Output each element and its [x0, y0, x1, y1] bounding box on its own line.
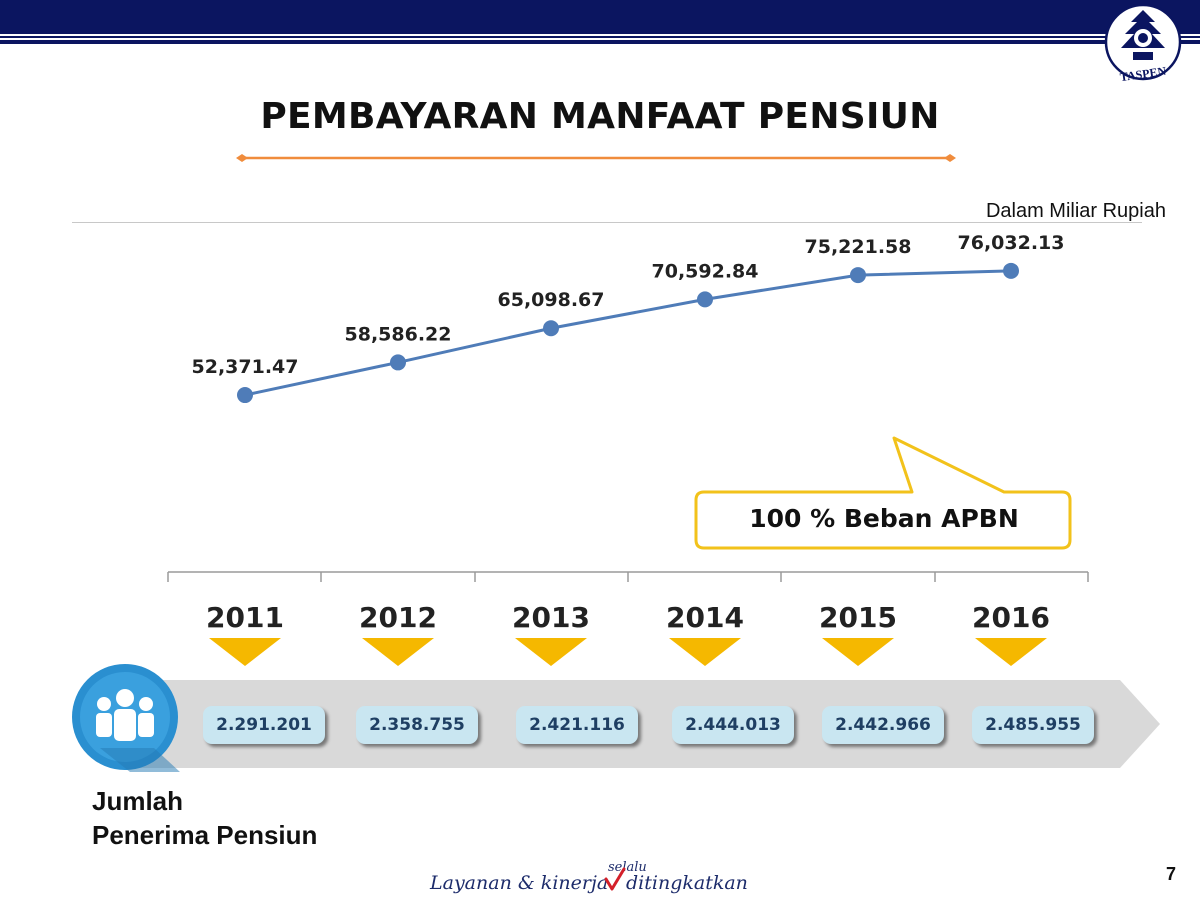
svg-text:selalu: selalu	[608, 860, 647, 875]
page-number: 7	[1165, 864, 1176, 884]
data-label: 52,371.47	[192, 356, 299, 378]
callout-bubble	[694, 436, 1072, 550]
recipients-label-line2: Penerima Pensiun	[92, 820, 318, 850]
data-label: 58,586.22	[345, 323, 452, 345]
page-title: PEMBAYARAN MANFAAT PENSIUN	[260, 96, 940, 137]
data-point	[237, 387, 253, 404]
recipient-count-box: 2.485.955	[972, 706, 1094, 744]
recipients-label: Jumlah Penerima Pensiun	[92, 784, 317, 852]
triangle-down-icon	[822, 638, 894, 666]
triangle-down-icon	[362, 638, 434, 666]
data-label: 75,221.58	[805, 236, 912, 258]
data-point	[1003, 262, 1019, 279]
svg-text:Layanan & kinerja: Layanan & kinerja	[429, 872, 608, 894]
recipient-count-box: 2.421.116	[516, 706, 638, 744]
recipient-count-box: 2.442.966	[822, 706, 944, 744]
year-item: 2016	[956, 600, 1066, 666]
triangle-down-icon	[515, 638, 587, 666]
year-label: 2016	[972, 601, 1050, 634]
data-point	[390, 354, 406, 371]
title-underline	[236, 154, 956, 162]
data-point	[850, 267, 866, 284]
year-item: 2015	[803, 600, 913, 666]
timeline-axis	[167, 571, 1089, 582]
header-band	[0, 0, 1200, 44]
year-item: 2014	[650, 600, 760, 666]
triangle-down-icon	[209, 638, 281, 666]
payment-line-chart: 52,371.47 58,586.22 65,098.67 70,592.84 75,2…	[192, 232, 1065, 404]
year-label: 2014	[666, 601, 744, 634]
divider	[72, 222, 1142, 223]
people-group-icon	[72, 664, 180, 772]
year-item: 2013	[496, 600, 606, 666]
callout-text: 100 % Beban APBN	[749, 504, 1019, 533]
logo-text: TASPEN	[1119, 64, 1167, 84]
triangle-down-icon	[975, 638, 1047, 666]
recipient-count-row: 2.291.201 2.358.755 2.421.116 2.444.013 2.44…	[0, 706, 1200, 750]
year-label: 2013	[512, 601, 590, 634]
data-label: 70,592.84	[652, 260, 759, 282]
unit-note: Dalam Miliar Rupiah	[985, 200, 1166, 222]
data-point	[543, 320, 559, 337]
data-point	[697, 291, 713, 308]
data-label: 65,098.67	[498, 289, 605, 311]
year-label: 2011	[206, 601, 284, 634]
recipients-label-line1: Jumlah	[92, 786, 184, 816]
year-row: 2011 2012 2013 2014 2015 2016	[0, 600, 1200, 670]
svg-text:ditingkatkan: ditingkatkan	[626, 872, 748, 894]
year-item: 2012	[343, 600, 453, 666]
taspen-logo: TASPEN	[1104, 3, 1182, 84]
recipient-count-box: 2.291.201	[203, 706, 325, 744]
triangle-down-icon	[669, 638, 741, 666]
year-item: 2011	[190, 600, 300, 666]
slogan-logotype: Layanan & kinerja selalu ditingkatkan	[429, 860, 748, 894]
data-label: 76,032.13	[958, 232, 1065, 254]
recipient-count-box: 2.358.755	[356, 706, 478, 744]
series-line	[244, 269, 1012, 397]
year-label: 2015	[819, 601, 897, 634]
year-label: 2012	[359, 601, 437, 634]
recipients-arrow-band	[120, 680, 1160, 768]
recipient-count-box: 2.444.013	[672, 706, 794, 744]
